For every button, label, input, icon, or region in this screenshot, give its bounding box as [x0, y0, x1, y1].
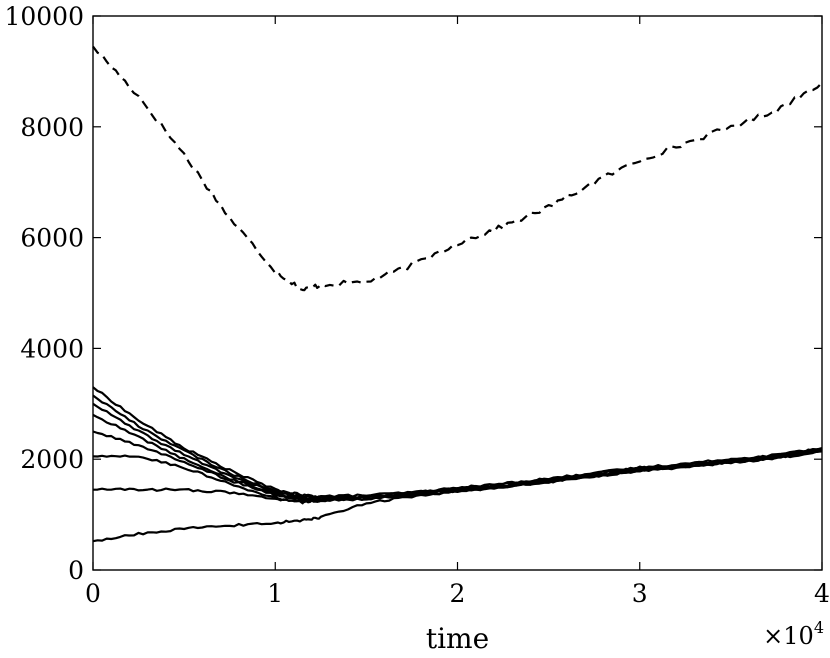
y-tick-label: 10000	[4, 2, 84, 31]
x-axis-label: time	[426, 622, 489, 655]
plot-frame	[92, 15, 823, 571]
x-multiplier-base: ×10	[763, 622, 814, 650]
series-line-solid	[92, 450, 823, 543]
x-tick-label: 2	[450, 579, 466, 608]
y-tick-label: 2000	[20, 445, 84, 474]
y-tick-label: 0	[68, 556, 84, 585]
series-line-solid	[92, 394, 823, 500]
x-tick-label: 0	[85, 579, 101, 608]
x-multiplier-exponent: 4	[814, 618, 824, 637]
ticks-layer: 0 1 2 3 4 0 2000 4000 6000 8000 10000	[4, 2, 829, 608]
x-axis-multiplier: ×104	[763, 618, 824, 650]
series-line-solid	[92, 402, 823, 500]
y-tick-label: 4000	[20, 334, 84, 363]
series-layer	[92, 45, 823, 543]
series-line-dashed	[92, 45, 823, 292]
series-line-solid	[92, 386, 823, 499]
x-tick-label: 4	[814, 579, 830, 608]
x-tick-label: 3	[632, 579, 648, 608]
y-tick-label: 6000	[20, 224, 84, 253]
x-tick-label: 1	[267, 579, 283, 608]
y-tick-label: 8000	[20, 113, 84, 142]
